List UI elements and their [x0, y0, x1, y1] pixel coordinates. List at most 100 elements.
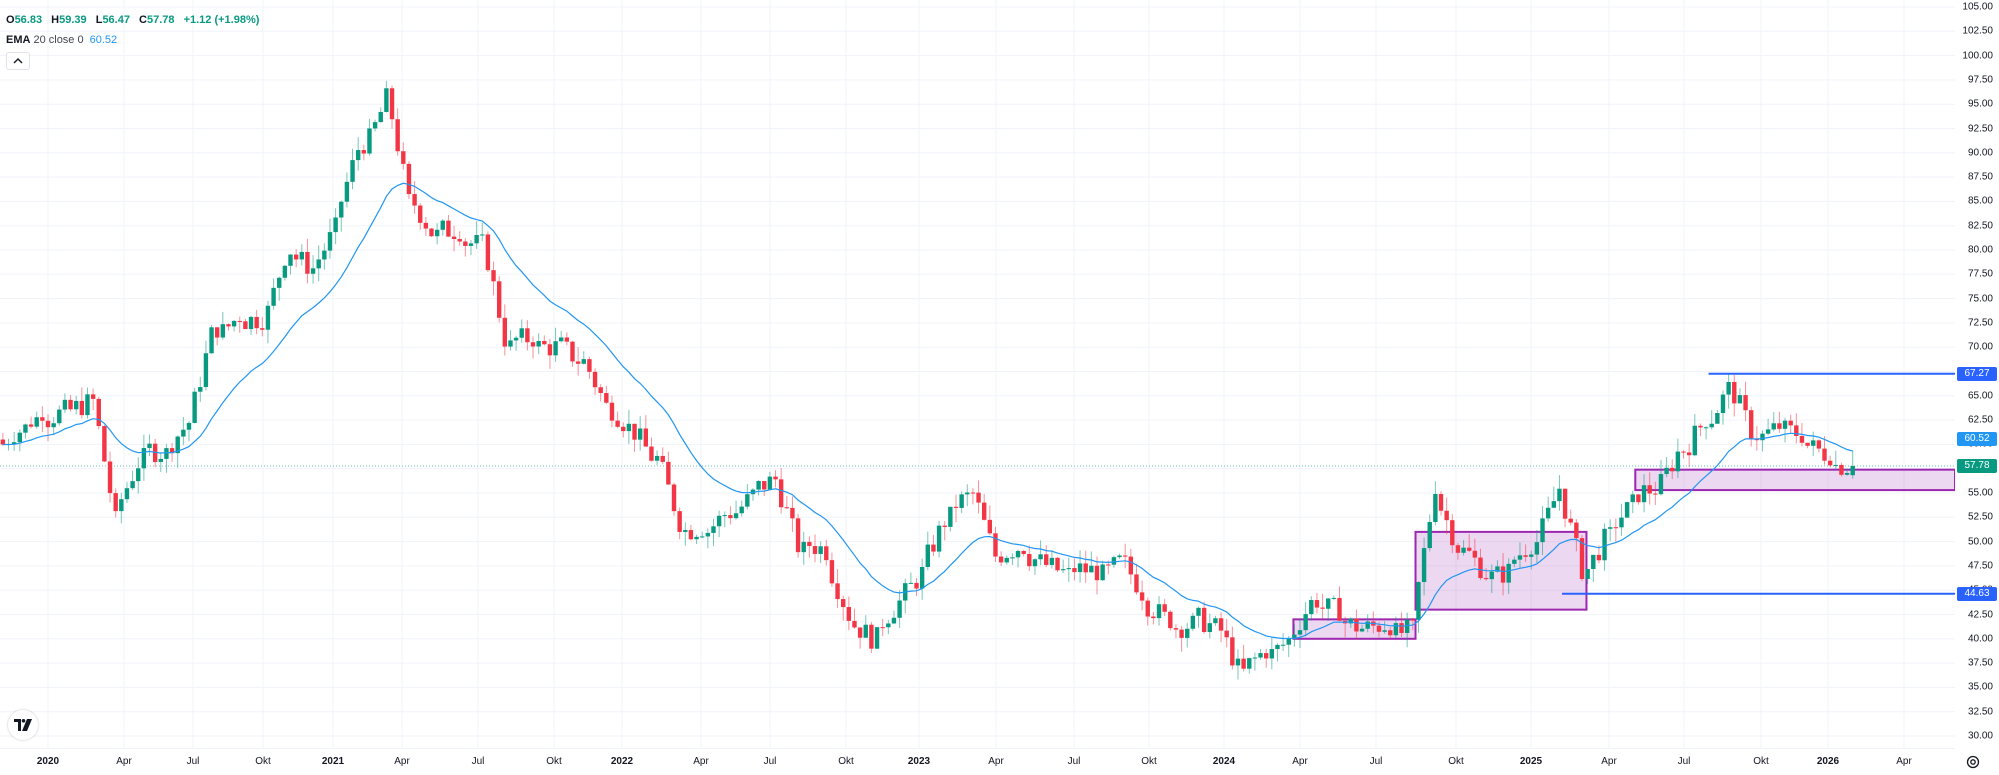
candle-body — [1726, 381, 1731, 395]
candle-body — [1156, 604, 1162, 619]
time-axis[interactable]: 2020 Apr Jul Okt 2021 Apr Jul Okt 2022 Apr Jul Okt 2… — [0, 748, 1955, 775]
candle-body — [1410, 619, 1416, 621]
candle-body — [412, 194, 417, 206]
candle-body — [1280, 644, 1286, 646]
time-tick-month: Apr — [693, 756, 709, 767]
rectangle-zone[interactable] — [1634, 468, 1955, 492]
candle-body — [1190, 615, 1196, 629]
candle-body — [130, 481, 135, 489]
candle-body — [1213, 618, 1218, 624]
candle-body — [1066, 568, 1071, 570]
settings-button[interactable] — [1963, 753, 1983, 771]
candle-body — [1382, 630, 1387, 632]
candle-body — [970, 492, 976, 494]
candle-body — [1653, 493, 1658, 495]
time-tick-month: Okt — [546, 756, 562, 767]
candle-body — [1737, 395, 1743, 404]
candle-body — [1004, 557, 1009, 563]
candle-body — [1433, 494, 1438, 522]
candle-body — [513, 337, 519, 341]
candle-body — [1715, 413, 1720, 424]
tradingview-logo-icon[interactable] — [8, 710, 38, 740]
candle-body — [908, 582, 914, 584]
candlestick-chart[interactable] — [0, 0, 1955, 748]
candle-body — [953, 506, 959, 508]
candle-body — [1844, 473, 1850, 475]
candle-body — [1038, 554, 1043, 560]
candle-body — [1354, 618, 1359, 632]
candle-body — [440, 220, 445, 230]
candle-body — [700, 536, 705, 538]
candle-body — [1263, 653, 1269, 659]
candle-body — [1478, 557, 1483, 579]
ema-line[interactable] — [2, 182, 1853, 640]
candle-body — [119, 499, 124, 512]
candle-body — [1703, 427, 1709, 429]
candle-body — [1010, 557, 1015, 559]
price-tick-label: 40.00 — [1967, 633, 1993, 645]
candle-body — [790, 507, 795, 519]
candle-body — [192, 391, 197, 423]
chart-pane[interactable] — [0, 0, 1955, 748]
candle-body — [643, 428, 649, 447]
candle-body — [1754, 438, 1760, 441]
candle-body — [637, 428, 643, 440]
candle-body — [1072, 568, 1077, 573]
candle-body — [468, 243, 474, 246]
candle-body — [559, 337, 564, 342]
candle-body — [1247, 658, 1252, 669]
candle-body — [649, 446, 654, 461]
candle-body — [1179, 629, 1184, 638]
candle-body — [11, 442, 17, 445]
candle-body — [1055, 557, 1060, 571]
candle-body — [1235, 658, 1241, 666]
candle-body — [925, 544, 930, 567]
price-tick-label: 95.00 — [1967, 98, 1993, 110]
candle-body — [874, 627, 880, 649]
time-tick-month: Jul — [1067, 756, 1081, 767]
price-axis[interactable]: 105.00 102.50 100.00 97.50 95.00 92.50 90.00 87… — [1955, 0, 1999, 748]
candle-body — [1670, 467, 1675, 472]
candle-body — [1630, 494, 1635, 503]
candle-body — [1393, 623, 1399, 636]
candle-body — [1461, 547, 1466, 553]
candle-body — [1743, 395, 1748, 411]
candle-body — [406, 163, 412, 195]
candle-body — [1111, 557, 1117, 565]
candle-body — [626, 423, 632, 432]
candle-body — [1500, 566, 1506, 583]
candle-body — [254, 316, 259, 329]
candle-body — [846, 607, 852, 621]
candle-body — [1602, 528, 1607, 561]
candle-body — [914, 582, 919, 589]
candle-body — [310, 268, 316, 274]
candle-body — [784, 507, 790, 509]
candle-body — [739, 506, 744, 514]
candle-body — [1641, 485, 1647, 503]
candle-body — [418, 205, 423, 223]
time-tick-month: Apr — [116, 756, 132, 767]
time-tick-month: Apr — [1292, 756, 1308, 767]
candle-body — [1100, 564, 1105, 581]
candle-body — [1613, 527, 1619, 529]
candle-body — [164, 448, 169, 459]
candle-body — [333, 217, 338, 233]
candle-body — [107, 461, 113, 494]
candle-body — [942, 525, 947, 527]
candle-body — [198, 387, 203, 392]
price-tick-label: 85.00 — [1967, 195, 1993, 207]
candle-body — [1015, 550, 1021, 558]
candle-body — [1472, 550, 1478, 558]
candle-body — [1438, 494, 1444, 511]
indicator-legend-ema[interactable]: EMA 20 close 0 60.52 — [6, 34, 117, 46]
candle-body — [1027, 553, 1032, 567]
open-value: 56.83 — [14, 14, 43, 26]
time-tick-month: Jul — [186, 756, 200, 767]
candle-body — [575, 361, 581, 364]
candle-body — [1269, 649, 1275, 659]
collapse-legend-button[interactable] — [6, 52, 30, 70]
candle-body — [209, 327, 214, 354]
candle-body — [1827, 460, 1833, 466]
candle-body — [863, 624, 868, 638]
candle-body — [1444, 510, 1449, 521]
